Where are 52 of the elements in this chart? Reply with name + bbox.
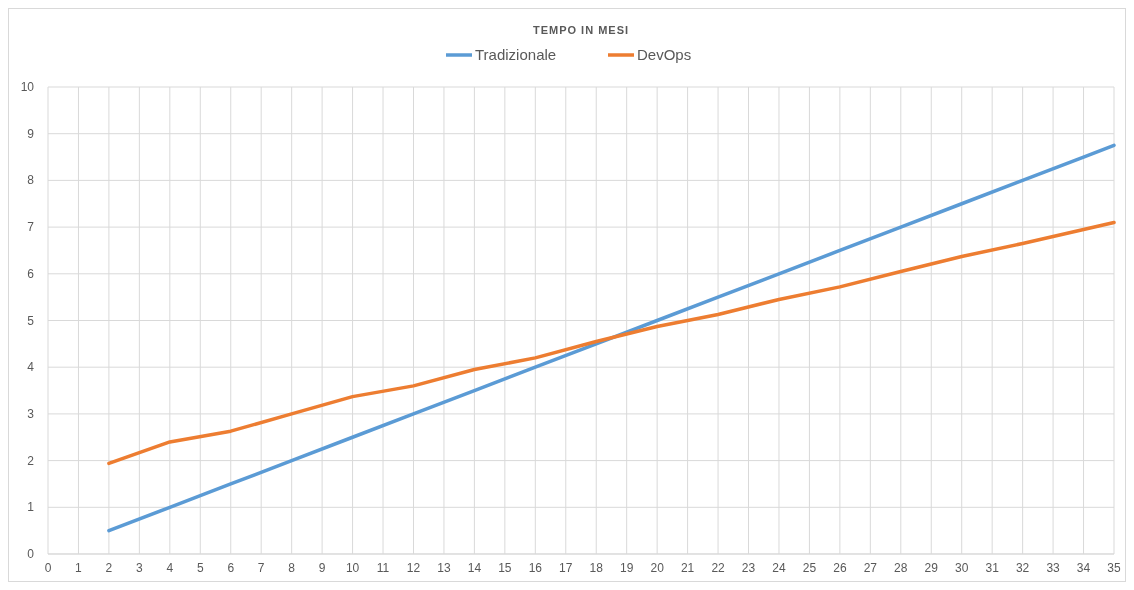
legend-label: Tradizionale: [475, 46, 557, 63]
line-series: [107, 143, 1116, 533]
y-tick-label: 1: [27, 500, 35, 515]
x-tick-label: 7: [257, 561, 265, 575]
x-tick-label: 18: [589, 561, 604, 575]
y-tick-label: 9: [27, 126, 35, 141]
x-tick-label: 24: [772, 561, 786, 575]
x-tick-label: 35: [1107, 561, 1121, 575]
x-tick-label: 25: [802, 561, 817, 575]
y-tick-label: 6: [27, 266, 35, 281]
x-tick-label: 31: [985, 561, 1000, 575]
x-tick-label: 14: [467, 561, 482, 575]
x-tick-label: 19: [620, 561, 634, 575]
x-tick-label: 17: [559, 561, 573, 575]
y-tick-label: 0: [27, 547, 35, 561]
x-tick-label: 32: [1015, 561, 1030, 575]
x-tick-label: 23: [741, 561, 756, 575]
y-tick-label: 10: [20, 80, 35, 94]
x-tick-label: 1: [75, 561, 83, 575]
x-tick-label: 33: [1046, 561, 1061, 575]
x-tick-label: 10: [345, 561, 360, 575]
line-series: [107, 220, 1116, 466]
legend-label: DevOps: [637, 46, 692, 63]
x-tick-label: 8: [288, 561, 296, 575]
x-tick-label: 12: [406, 561, 421, 575]
x-tick-label: 3: [136, 561, 144, 575]
y-tick-label: 8: [27, 173, 35, 188]
x-tick-label: 29: [924, 561, 939, 575]
x-tick-label: 9: [318, 561, 326, 575]
x-tick-label: 30: [955, 561, 969, 575]
y-tick-label: 4: [27, 360, 35, 375]
x-tick-label: 4: [166, 561, 174, 575]
x-tick-label: 16: [528, 561, 543, 575]
x-tick-label: 5: [196, 561, 204, 575]
x-tick-label: 20: [650, 561, 665, 575]
x-tick-label: 6: [227, 561, 235, 575]
x-tick-label: 27: [863, 561, 878, 575]
y-tick-label: 3: [27, 406, 35, 421]
x-tick-label: 22: [711, 561, 726, 575]
chart-title: TEMPO IN MESI: [532, 24, 630, 36]
x-tick-label: 0: [44, 561, 52, 575]
y-tick-label: 5: [27, 313, 35, 328]
x-tick-label: 2: [105, 561, 113, 575]
x-tick-label: 11: [376, 561, 390, 575]
x-tick-label: 34: [1076, 561, 1091, 575]
x-tick-label: 15: [498, 561, 512, 575]
x-tick-label: 21: [680, 561, 695, 575]
y-tick-label: 7: [27, 220, 35, 235]
x-tick-label: 26: [833, 561, 847, 575]
x-tick-label: 13: [437, 561, 451, 575]
y-tick-label: 2: [27, 453, 35, 468]
x-tick-label: 28: [894, 561, 908, 575]
